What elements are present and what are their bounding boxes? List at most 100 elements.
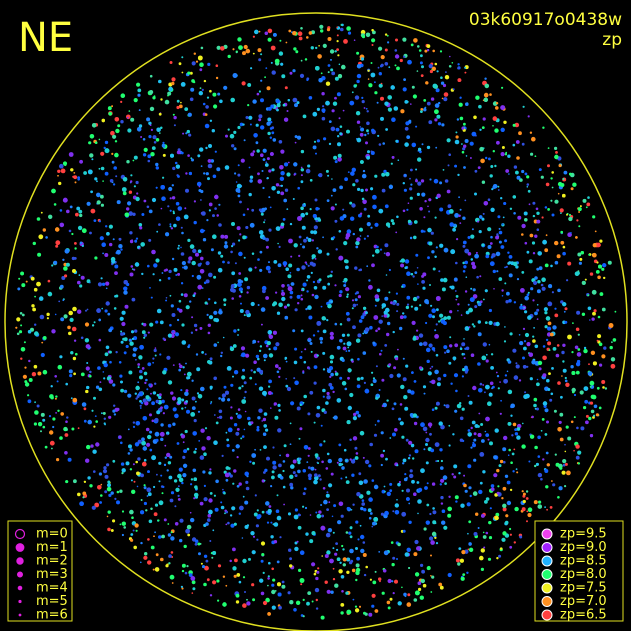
star-dot (279, 165, 284, 170)
star-dot (434, 109, 439, 115)
star-dot (22, 374, 27, 379)
star-dot (336, 26, 339, 29)
star-dot (302, 492, 306, 496)
star-dot (354, 456, 359, 460)
star-dot (275, 183, 280, 187)
magnitude-label: m=6 (36, 608, 68, 623)
star-dot (409, 236, 413, 240)
star-dot (265, 428, 269, 432)
star-dot (473, 458, 477, 462)
star-dot (59, 436, 63, 440)
star-dot (308, 337, 311, 340)
star-dot (383, 485, 386, 488)
star-dot (237, 173, 241, 177)
star-dot (31, 304, 35, 308)
star-dot (131, 330, 134, 334)
star-dot (518, 131, 522, 136)
star-dot (418, 147, 422, 151)
star-dot (345, 531, 349, 534)
star-dot (152, 357, 155, 360)
star-dot (24, 380, 28, 384)
star-dot (560, 230, 563, 234)
star-dot (216, 214, 219, 217)
star-dot (293, 173, 296, 176)
zp-swatch (541, 609, 553, 621)
star-dot (481, 514, 485, 518)
star-dot (267, 106, 272, 111)
star-dot (210, 159, 215, 163)
star-dot (507, 154, 511, 158)
star-dot (172, 407, 177, 412)
star-dot (94, 415, 97, 417)
star-dot (111, 105, 113, 108)
star-dot (121, 521, 127, 526)
star-dot (360, 57, 365, 61)
star-dot (230, 287, 235, 293)
star-dot (339, 216, 345, 221)
star-dot (415, 253, 419, 257)
star-dot (183, 544, 187, 549)
star-dot (158, 395, 162, 400)
star-dot (86, 201, 91, 206)
star-dot (122, 177, 128, 182)
star-dot (534, 344, 539, 349)
star-dot (68, 369, 73, 374)
star-dot (270, 535, 274, 539)
star-dot (55, 240, 61, 246)
star-dot (177, 473, 182, 479)
star-dot (307, 164, 311, 168)
star-dot (173, 479, 178, 483)
star-dot (285, 453, 290, 458)
star-dot (378, 551, 381, 553)
star-dot (533, 280, 538, 285)
star-dot (123, 389, 128, 394)
star-dot (507, 422, 512, 426)
star-dot (576, 352, 582, 357)
star-dot (334, 203, 337, 206)
star-dot (412, 413, 417, 418)
star-dot (528, 460, 531, 463)
star-dot (482, 535, 487, 539)
star-dot (515, 362, 518, 365)
star-dot (440, 81, 445, 85)
star-dot (464, 139, 469, 143)
star-dot (289, 564, 293, 568)
star-dot (576, 310, 581, 315)
star-dot (192, 294, 196, 297)
star-dot (420, 468, 425, 474)
star-dot (188, 171, 192, 176)
star-dot (160, 126, 163, 129)
star-dot (470, 234, 475, 239)
star-dot (107, 106, 112, 111)
star-dot (317, 567, 320, 570)
star-dot (424, 299, 429, 304)
star-dot (345, 476, 348, 479)
star-dot (282, 103, 286, 107)
star-dot (205, 146, 208, 150)
star-dot (541, 277, 546, 283)
star-dot (227, 54, 231, 59)
star-dot (274, 590, 277, 592)
star-dot (220, 505, 225, 510)
star-dot (199, 455, 205, 460)
star-dot (98, 220, 101, 223)
star-dot (340, 477, 343, 480)
star-dot (517, 215, 522, 220)
star-dot (323, 410, 327, 414)
star-dot (427, 565, 430, 569)
star-dot (162, 337, 165, 340)
star-dot (440, 502, 444, 505)
star-dot (260, 53, 263, 56)
star-dot (280, 149, 285, 154)
star-dot (42, 336, 47, 340)
star-dot (399, 326, 403, 331)
star-dot (142, 416, 148, 421)
star-dot (112, 383, 116, 387)
star-dot (459, 96, 462, 99)
star-dot (165, 232, 170, 237)
star-dot (473, 115, 477, 120)
star-dot (386, 600, 391, 605)
star-dot (425, 81, 429, 85)
direction-label: NE (18, 15, 73, 61)
star-dot (485, 359, 489, 363)
